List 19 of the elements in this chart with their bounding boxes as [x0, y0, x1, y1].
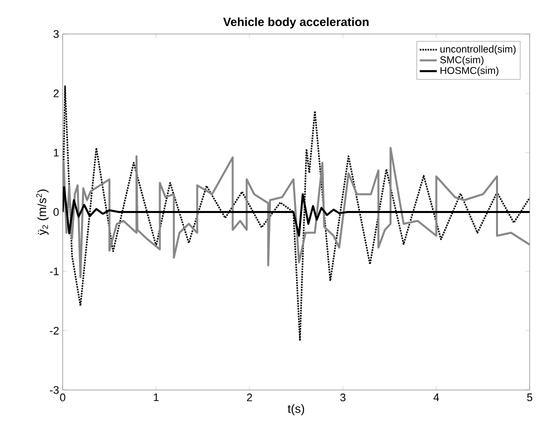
x-tick-label: 1: [154, 394, 159, 402]
y-tick-label: -2: [50, 326, 59, 334]
x-tick-label: 2: [247, 394, 252, 402]
y-axis-title: ÿ$_{2}$ (m/s$^{2}$): [36, 190, 49, 236]
x-tick-label: 4: [434, 394, 440, 402]
x-tick-label: 5: [527, 394, 532, 402]
x-tick-label: 0: [60, 394, 66, 402]
y-tick-label: 2: [54, 90, 59, 98]
x-axis-title: t(s): [288, 404, 304, 416]
legend-label: HOSMC(sim): [440, 66, 498, 76]
chart-title: Vehicle body acceleration: [223, 17, 369, 29]
legend-label: uncontrolled(sim): [440, 45, 516, 55]
y-tick-label: -3: [50, 386, 59, 394]
legend-label: SMC(sim): [440, 56, 484, 66]
y-tick-label: 1: [54, 148, 59, 156]
y-tick-label: 0: [54, 208, 59, 216]
y-tick-label: 3: [54, 30, 59, 38]
y-tick-label: -1: [50, 268, 59, 276]
x-tick-label: 3: [340, 394, 346, 402]
